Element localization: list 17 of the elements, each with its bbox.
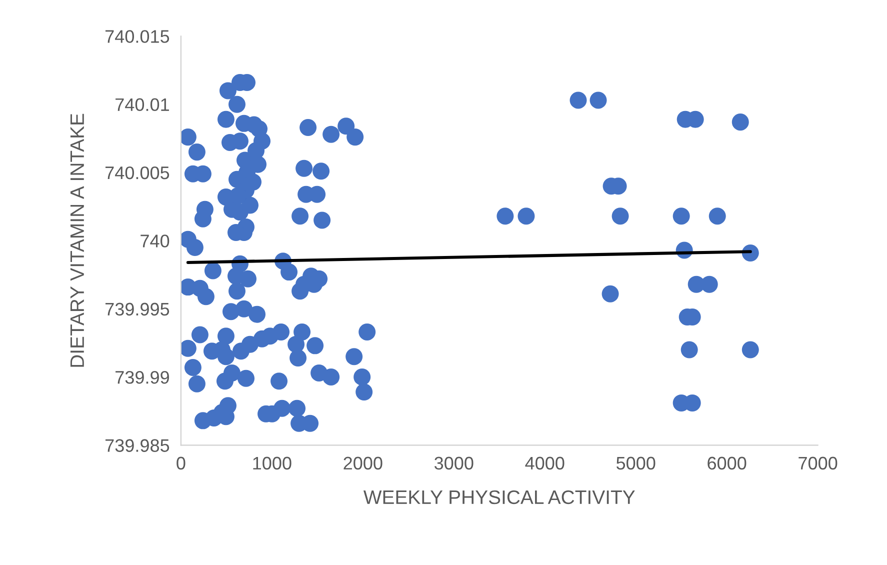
y-tick-label: 740.005 [106, 166, 170, 180]
x-tick-label: 4000 [525, 456, 564, 470]
x-tick-label: 7000 [798, 456, 838, 470]
x-tick-label: 0 [176, 456, 186, 470]
y-tick-label: 740.015 [106, 30, 170, 43]
y-tick-label: 740.01 [116, 98, 169, 112]
x-tick-label: 6000 [708, 456, 746, 470]
x-tick-label: 1000 [253, 456, 292, 470]
y-tick-label: 739.985 [106, 439, 170, 452]
x-tick-label: 2000 [344, 456, 382, 470]
x-tick-label: 3000 [434, 456, 474, 470]
x-tick-label: 5000 [616, 456, 656, 470]
y-tick-label: 739.99 [116, 370, 169, 384]
y-tick-label: 740 [140, 234, 170, 248]
y-axis-title: DIETARY VITAMIN A INTAKE [70, 114, 84, 367]
y-tick-label: 739.995 [106, 302, 170, 316]
x-axis-title: WEEKLY PHYSICAL ACTIVITY [363, 490, 635, 504]
